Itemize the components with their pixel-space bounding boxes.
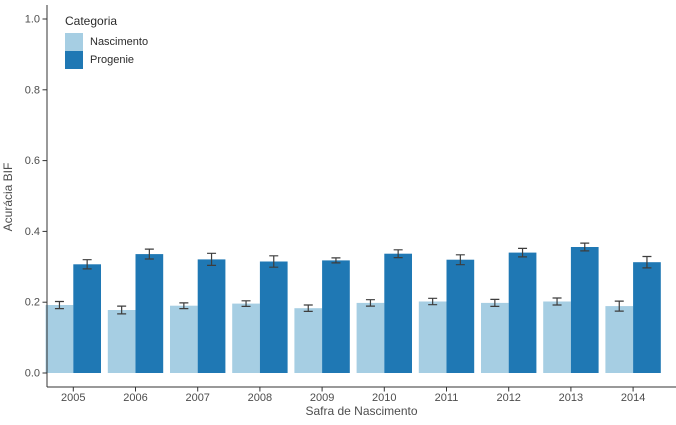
y-tick-label: 0.2 — [25, 297, 40, 309]
x-tick-label: 2011 — [435, 392, 459, 404]
legend-item-progenie: Progenie — [65, 51, 148, 70]
x-tick-label: 2007 — [185, 392, 209, 404]
bar-progenie-2012 — [508, 252, 537, 373]
x-tick-label: 2008 — [248, 392, 272, 404]
x-tick-label: 2006 — [123, 392, 147, 404]
y-tick-label: 0.8 — [25, 84, 40, 96]
y-tick-label: 1.0 — [25, 14, 40, 26]
bar-nascimento-2007 — [170, 305, 198, 373]
bar-nascimento-2014 — [605, 306, 634, 373]
x-axis-title: Safra de Nascimento — [305, 404, 418, 418]
legend-title: Categoria — [65, 14, 118, 28]
bar-nascimento-2013 — [543, 301, 571, 373]
bar-progenie-2008 — [259, 261, 288, 373]
bar-nascimento-2010 — [356, 302, 385, 373]
bar-nascimento-2006 — [107, 310, 136, 373]
error-bar-progenie-2011 — [455, 254, 465, 266]
error-bar-nascimento-2009 — [303, 304, 313, 312]
error-bar-progenie-2013 — [580, 242, 590, 252]
error-bar-nascimento-2008 — [241, 300, 251, 307]
error-bar-progenie-2005 — [82, 259, 92, 270]
bar-nascimento-2009 — [294, 308, 323, 373]
error-bar-nascimento-2014 — [614, 300, 624, 312]
bar-progenie-2009 — [322, 260, 350, 373]
x-tick-label: 2014 — [621, 392, 645, 404]
bar-progenie-2013 — [570, 247, 599, 373]
error-bar-progenie-2010 — [393, 249, 403, 259]
y-tick-label: 0.0 — [25, 368, 40, 380]
bar-nascimento-2008 — [232, 303, 260, 373]
error-bar-nascimento-2005 — [54, 300, 64, 310]
error-bar-progenie-2006 — [144, 248, 154, 260]
error-bar-progenie-2014 — [642, 255, 652, 269]
x-tick-label: 2010 — [372, 392, 396, 404]
bar-progenie-2005 — [73, 264, 101, 373]
legend-swatch-progenie-icon — [65, 51, 83, 70]
error-bar-progenie-2009 — [331, 257, 341, 264]
x-tick-label: 2005 — [61, 392, 85, 404]
error-bar-nascimento-2013 — [552, 297, 562, 306]
error-bar-nascimento-2011 — [428, 297, 438, 306]
legend-swatch-nascimento-icon — [65, 33, 83, 52]
y-tick-label: 0.4 — [25, 226, 40, 238]
bar-nascimento-2012 — [481, 302, 509, 373]
y-tick-label: 0.6 — [25, 155, 40, 167]
bar-progenie-2007 — [197, 259, 226, 373]
error-bar-nascimento-2007 — [179, 302, 189, 310]
error-bar-progenie-2008 — [269, 255, 279, 268]
x-tick-label: 2013 — [559, 392, 583, 404]
legend-item-label: Progenie — [90, 54, 135, 67]
y-axis-title: Acurácia BIF — [1, 162, 15, 232]
error-bar-progenie-2012 — [518, 247, 528, 258]
bar-progenie-2011 — [446, 259, 475, 373]
bar-progenie-2014 — [633, 262, 661, 373]
x-tick-label: 2012 — [496, 392, 520, 404]
error-bar-nascimento-2010 — [365, 299, 375, 307]
legend: Categoria Nascimento Progenie — [65, 14, 148, 70]
bar-progenie-2006 — [135, 254, 164, 373]
legend-item-label: Nascimento — [90, 36, 149, 49]
legend-item-nascimento: Nascimento — [65, 33, 149, 52]
bar-nascimento-2005 — [45, 305, 74, 373]
error-bar-nascimento-2006 — [117, 305, 127, 315]
error-bar-progenie-2007 — [207, 252, 217, 266]
x-tick-label: 2009 — [310, 392, 334, 404]
error-bar-nascimento-2012 — [490, 298, 500, 307]
bar-progenie-2010 — [384, 253, 412, 373]
bar-nascimento-2011 — [418, 301, 447, 373]
